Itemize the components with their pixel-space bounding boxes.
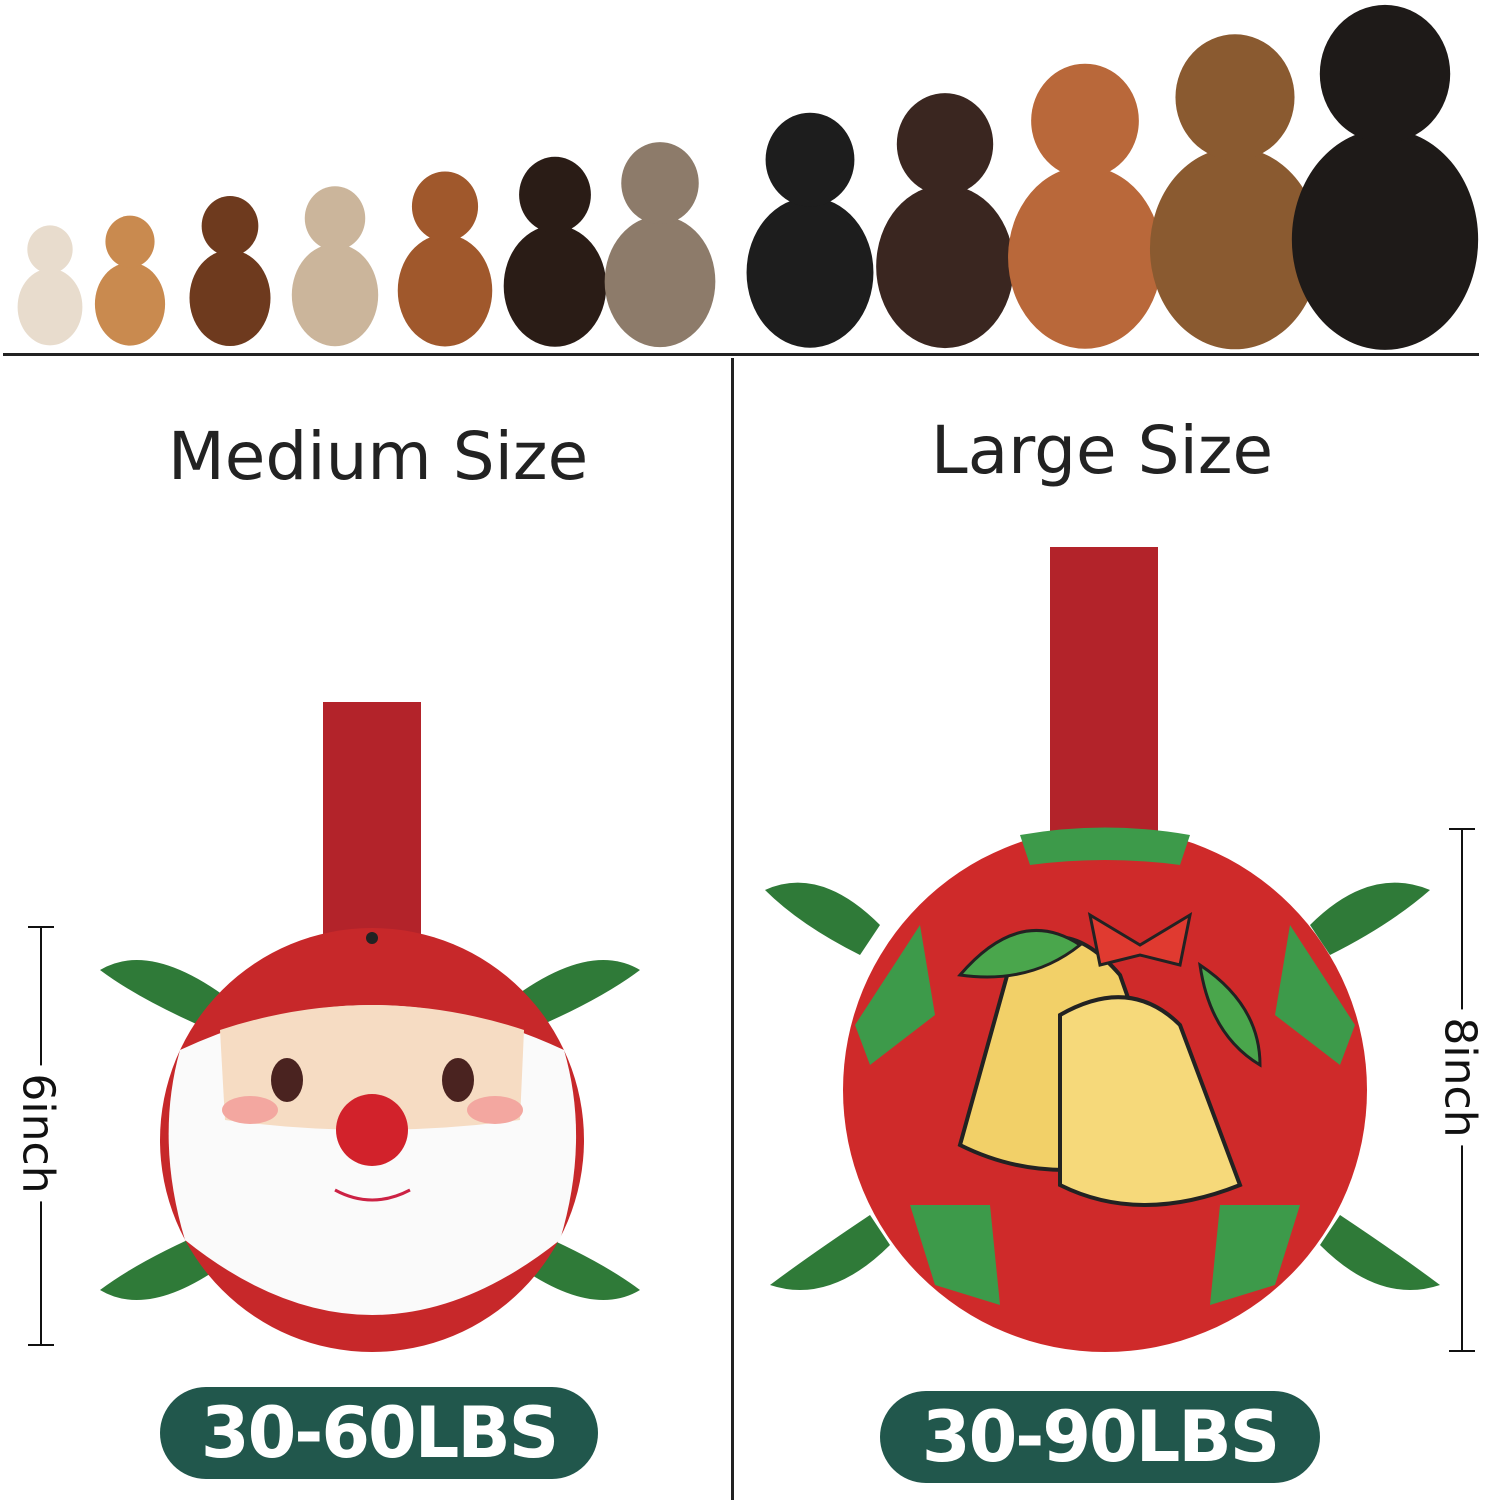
- dimension-cap: [1449, 1350, 1475, 1352]
- dog-image: [1149, 34, 1321, 350]
- bell-ball-image: [765, 547, 1440, 1352]
- weight-badge-large: 30-90LBS: [880, 1391, 1320, 1483]
- dimension-label-medium: 6inch: [12, 1065, 64, 1202]
- santa-ball-image: [100, 702, 640, 1352]
- dog-image: [94, 215, 166, 346]
- divider-vertical: [731, 358, 734, 1500]
- dog-image: [503, 156, 607, 347]
- dog-image: [876, 93, 1014, 349]
- weight-badge-medium: 30-60LBS: [160, 1387, 598, 1479]
- dog-image: [1008, 63, 1162, 349]
- dimension-label-large: 8inch: [1434, 1009, 1486, 1146]
- dimension-cap: [28, 1344, 54, 1346]
- dog-image: [604, 142, 716, 348]
- dog-image: [746, 112, 874, 348]
- dog-image: [291, 186, 379, 347]
- medium-size-title: Medium Size: [167, 418, 589, 495]
- dog-image: [1291, 4, 1479, 350]
- dog-size-lineup: [17, 4, 1479, 350]
- dog-image: [189, 196, 271, 346]
- divider-horizontal: [3, 353, 1479, 356]
- large-size-title: Large Size: [930, 412, 1274, 489]
- dog-image: [397, 171, 493, 347]
- dog-image: [17, 225, 83, 346]
